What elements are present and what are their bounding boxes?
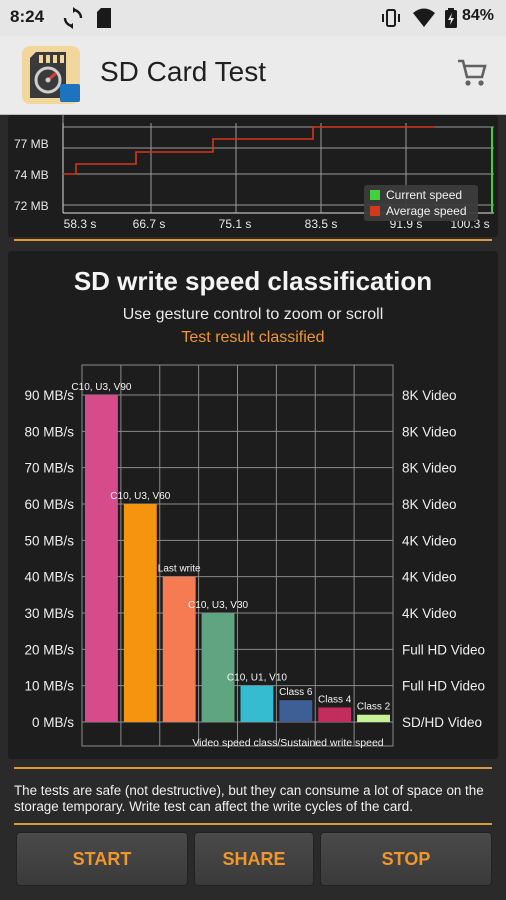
right-tick-label: 4K Video [402, 606, 457, 621]
classification-result: Test result classified [181, 329, 325, 346]
y-tick-label: 0 MB/s [32, 715, 74, 730]
disclaimer-text: The tests are safe (not destructive), bu… [14, 783, 484, 814]
y-tick-label: 10 MB/s [24, 679, 74, 694]
y-tick-label: 30 MB/s [24, 606, 74, 621]
right-tick-label: Full HD Video [402, 679, 485, 694]
bar-value-label: C10, U3, V90 [71, 382, 131, 393]
y-tick-label: 90 MB/s [24, 388, 74, 403]
bar-8 [357, 714, 390, 722]
right-tick-label: 4K Video [402, 533, 457, 548]
bar-value-label: C10, U1, V10 [227, 673, 287, 684]
live-x-tick: 75.1 s [219, 217, 252, 231]
right-tick-label: 8K Video [402, 424, 457, 439]
vibrate-icon [382, 9, 400, 27]
right-tick-label: 8K Video [402, 497, 457, 512]
y-tick-label: 50 MB/s [24, 533, 74, 548]
bar-3 [162, 576, 196, 722]
bar-value-label: C10, U3, V30 [188, 600, 248, 611]
shopping-cart-icon[interactable] [456, 58, 488, 88]
legend-current-label: Current speed [386, 188, 462, 202]
classification-bar-chart[interactable]: C10, U3, V90 C10, U3, V60 Last write C10, U… [0, 355, 506, 755]
battery-level: 84% [462, 7, 495, 24]
clock: 8:24 [10, 7, 45, 26]
app-title: SD Card Test [100, 56, 266, 87]
bar-2 [123, 504, 157, 722]
bar-value-label: C10, U3, V60 [110, 491, 170, 502]
live-x-tick: 83.5 s [305, 217, 338, 231]
classification-title: SD write speed classification [73, 266, 433, 296]
live-x-tick: 66.7 s [133, 217, 166, 231]
bar-value-label: Class 6 [279, 687, 313, 698]
right-tick-label: 8K Video [402, 388, 457, 403]
y-tick-label: 80 MB/s [24, 424, 74, 439]
live-y-tick: 72 MB [14, 199, 49, 213]
right-tick-label: SD/HD Video [402, 715, 482, 730]
bar-value-label: Class 4 [318, 694, 352, 705]
right-tick-label: Full HD Video [402, 642, 485, 657]
average-speed-line [63, 126, 435, 175]
y-tick-label: 70 MB/s [24, 461, 74, 476]
y-tick-label: 40 MB/s [24, 570, 74, 585]
legend-average-label: Average speed [386, 204, 467, 218]
bar-chart-right-labels: 8K Video 8K Video 8K Video 8K Video 4K Video… [402, 388, 485, 730]
live-speed-panel[interactable]: 77 MB 74 MB 72 MB 58.3 s 66.7 s 75.1 s 8… [8, 115, 498, 237]
live-y-tick: 74 MB [14, 168, 49, 182]
divider [14, 239, 492, 241]
right-tick-label: 4K Video [402, 570, 457, 585]
bar-chart-x-title: Video speed class/Sustained write speed [192, 737, 383, 749]
wifi-icon [413, 8, 435, 27]
content-area: 77 MB 74 MB 72 MB 58.3 s 66.7 s 75.1 s 8… [0, 115, 506, 900]
share-button[interactable]: SHARE [194, 832, 314, 886]
live-speed-chart[interactable]: 77 MB 74 MB 72 MB 58.3 s 66.7 s 75.1 s 8… [8, 115, 498, 237]
bar-value-label: Last write [158, 564, 201, 575]
sd-card-icon [97, 8, 111, 28]
y-tick-label: 60 MB/s [24, 497, 74, 512]
bar-chart-value-labels: C10, U3, V90 C10, U3, V60 Last write C10, U… [71, 382, 390, 713]
bar-value-label: Class 2 [357, 702, 391, 713]
bar-6 [279, 700, 313, 722]
start-button[interactable]: START [16, 832, 188, 886]
live-y-tick: 77 MB [14, 137, 49, 151]
legend-current-swatch [370, 190, 380, 200]
right-tick-label: 8K Video [402, 461, 457, 476]
live-legend: Current speed Average speed [364, 185, 478, 221]
bar-4 [201, 613, 235, 722]
bar-chart-bars [85, 395, 390, 722]
app-bar: SD Card Test [0, 36, 506, 115]
y-tick-label: 20 MB/s [24, 642, 74, 657]
classification-subtitle: Use gesture control to zoom or scroll [122, 306, 384, 323]
stop-button[interactable]: STOP [320, 832, 492, 886]
bar-5 [240, 685, 274, 722]
live-x-tick: 58.3 s [64, 217, 97, 231]
bar-1 [85, 395, 118, 722]
sd-card-logo-icon [30, 52, 80, 102]
divider [14, 767, 492, 769]
battery-icon [445, 8, 457, 28]
bar-7 [318, 707, 352, 722]
sync-icon [63, 7, 83, 29]
legend-average-swatch [370, 206, 380, 216]
bar-chart-y-labels: 90 MB/s 80 MB/s 70 MB/s 60 MB/s 50 MB/s 40 MB… [24, 388, 74, 730]
status-bar: 8:24 84% [0, 0, 506, 36]
app-logo [22, 46, 80, 104]
divider [14, 823, 492, 825]
